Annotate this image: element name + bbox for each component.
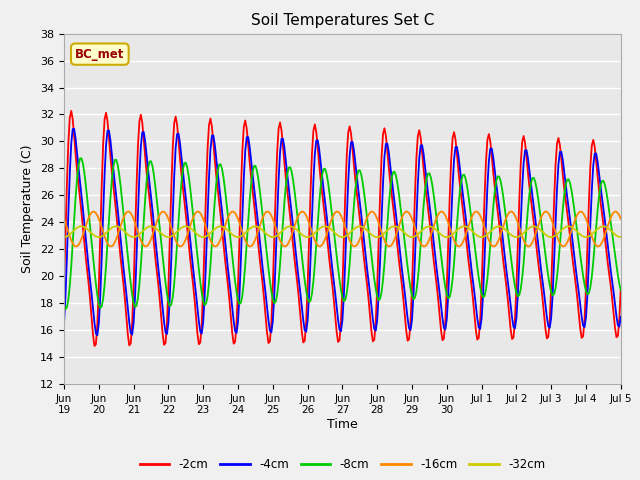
Line: -32cm: -32cm (64, 227, 621, 237)
-4cm (617, 314, 625, 320)
-2cm (75, 181, 83, 187)
-2cm (67, 108, 75, 114)
-4cm (292, 252, 300, 258)
-4cm (450, 157, 458, 163)
-16cm (60, 216, 68, 222)
-4cm (93, 332, 101, 338)
Text: BC_met: BC_met (75, 48, 125, 60)
-4cm (60, 321, 68, 327)
Line: -2cm: -2cm (64, 111, 621, 346)
-8cm (77, 156, 85, 161)
-16cm (450, 237, 458, 243)
-32cm (617, 234, 625, 240)
-32cm (431, 226, 439, 232)
-32cm (356, 224, 364, 229)
-8cm (617, 288, 625, 293)
-8cm (357, 172, 365, 178)
-16cm (617, 216, 625, 222)
Line: -4cm: -4cm (64, 129, 621, 335)
Legend: -2cm, -4cm, -8cm, -16cm, -32cm: -2cm, -4cm, -8cm, -16cm, -32cm (135, 454, 550, 476)
-2cm (617, 285, 625, 290)
-16cm (357, 232, 365, 238)
-32cm (73, 225, 81, 231)
-8cm (433, 216, 440, 221)
-32cm (60, 234, 68, 240)
-4cm (70, 126, 78, 132)
-2cm (433, 282, 440, 288)
-32cm (291, 225, 298, 231)
-4cm (113, 192, 120, 198)
-8cm (450, 260, 458, 266)
-32cm (77, 224, 85, 229)
-8cm (61, 306, 69, 312)
-2cm (357, 230, 365, 236)
Line: -8cm: -8cm (64, 158, 621, 309)
-8cm (75, 163, 83, 168)
X-axis label: Time: Time (327, 418, 358, 431)
-8cm (60, 302, 68, 308)
-16cm (113, 236, 120, 242)
-16cm (89, 209, 97, 215)
Line: -16cm: -16cm (64, 212, 621, 246)
-16cm (72, 243, 79, 249)
-2cm (91, 343, 99, 349)
Y-axis label: Soil Temperature (C): Soil Temperature (C) (22, 144, 35, 273)
-4cm (433, 266, 440, 272)
-2cm (113, 210, 120, 216)
-8cm (113, 157, 120, 163)
-16cm (292, 219, 300, 225)
-2cm (292, 269, 300, 275)
-4cm (357, 212, 365, 217)
-4cm (75, 165, 83, 170)
-32cm (449, 231, 456, 237)
-16cm (433, 215, 440, 221)
-2cm (60, 284, 68, 289)
-32cm (111, 224, 118, 229)
Title: Soil Temperatures Set C: Soil Temperatures Set C (251, 13, 434, 28)
-2cm (450, 129, 458, 135)
-8cm (292, 200, 300, 206)
-16cm (75, 242, 83, 248)
